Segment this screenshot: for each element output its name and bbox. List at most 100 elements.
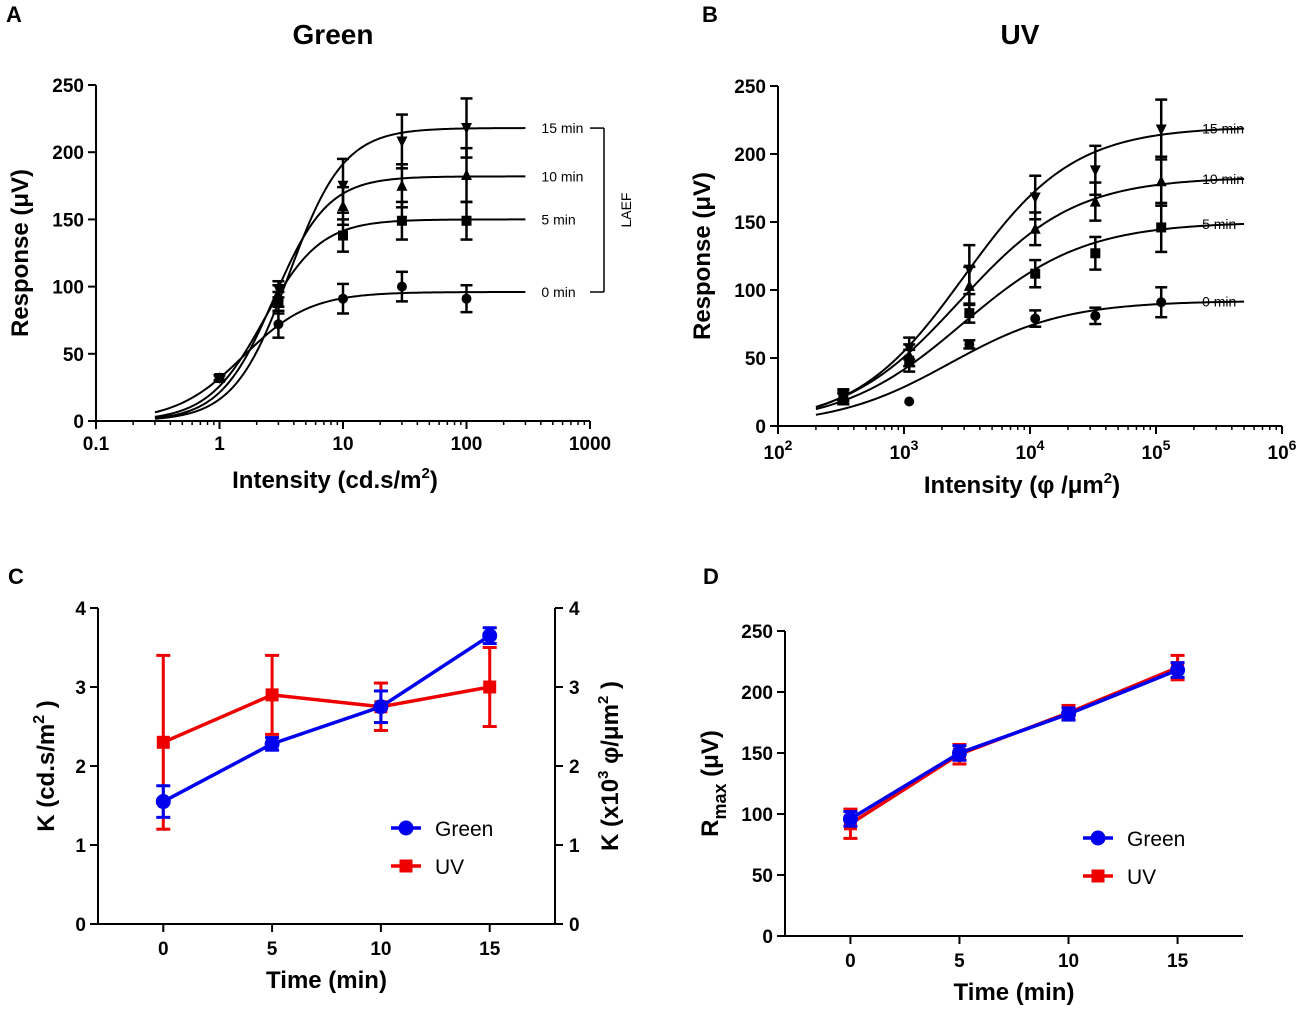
series-5-min: 5 min [815,201,1245,411]
chart-d-rmax-vs-time: 0 50 100 150 200 250 0 5 10 15 Time (min) Green UV Rm… [697,622,1243,1006]
series-UV [843,653,1185,840]
y-tick-label: 0 [762,927,773,948]
y-tick-label: 0 [75,915,86,936]
data-point [264,736,280,752]
curve-label: 15 min [541,120,583,136]
chart-a-intensity-response-green: Green 0 50 100 150 200 250 0.1 1 10 100 1000 Intensi… [7,19,634,494]
data-point [964,308,975,319]
x-axis-label: Time (min) [954,979,1075,1006]
series-5-min: 5 min [154,200,576,418]
legend-item-UV: UV [1083,866,1156,889]
series-line [162,685,491,744]
series-15-min: 15 min [815,98,1245,409]
curve-label: 10 min [541,168,583,184]
y-tick-label: 200 [52,143,84,164]
y-tick-label: 200 [741,683,773,704]
data-point [156,735,170,749]
data-point [1155,124,1167,136]
y-tick-label: 50 [745,349,766,370]
x-tick-label: 1000 [569,434,611,455]
data-point [904,396,915,407]
y-tick-label: 250 [734,77,766,98]
legend-item-Green: Green [391,818,493,841]
curve-label: 0 min [541,284,575,300]
y-tick-label: 150 [734,213,766,234]
data-point [214,372,225,384]
curve-label: 10 min [1202,171,1244,187]
x-tick-label: 0 [158,939,169,960]
legend-marker [398,820,414,836]
x-tick-label: 15 [479,939,501,960]
data-point [272,284,284,296]
y-tick-label: 2 [75,757,86,778]
fit-curve [815,222,1245,411]
data-point [964,339,975,350]
legend-label: UV [435,856,464,879]
data-point [1156,297,1167,308]
y-axis-label-right: K (x103 φ/μm2 ) [595,681,624,851]
curve-label: 5 min [541,211,575,227]
data-point [155,794,171,810]
y-tick-label: 250 [741,622,773,643]
data-point [396,281,407,292]
data-point [1061,706,1077,722]
legend-marker [1090,830,1106,846]
series-line [162,634,491,804]
x-tick-label: 0 [845,951,856,972]
panel-label-a: A [6,2,22,27]
chart-b-intensity-response-uv: UV 0 50 100 150 200 250 102 103 104 105 106 Intensit… [689,19,1297,499]
curve-label: 15 min [1202,121,1244,137]
data-point [461,169,472,181]
data-point [1090,248,1101,259]
chart-title: UV [1001,19,1040,50]
data-point [373,699,389,715]
series-15-min: 15 min [154,97,583,420]
x-tick-label: 1 [214,434,225,455]
y-tick-label: 100 [734,281,766,302]
x-tick-label: 10 [370,939,391,960]
series-Green [155,626,498,819]
y-tick-label: 0 [755,417,766,438]
x-tick-label: 5 [954,951,965,972]
data-point [837,389,849,401]
legend-marker [399,859,413,873]
data-point [483,680,497,694]
legend-item-Green: Green [1083,828,1185,851]
chart-c-k-vs-time: 0 0 1 1 2 2 3 3 4 4 0 5 10 15 Time (min) Green UV K (cd.s… [31,599,624,994]
legend-label: Green [435,818,493,841]
data-point [1029,192,1041,204]
y-axis-label-left: K (cd.s/m2 ) [31,700,60,832]
data-point [273,319,284,330]
chart-title: Green [293,19,374,50]
data-point [396,215,407,226]
data-point [1089,165,1101,177]
x-tick-label: 0.1 [83,434,110,455]
curve-label: 5 min [1202,216,1236,232]
y-tick-label: 100 [52,278,84,299]
data-point [1090,310,1101,321]
legend-label: Green [1127,828,1185,851]
data-point [482,628,498,644]
y-tick-label: 4 [75,599,86,620]
y-axis-label: Response (μV) [689,172,716,340]
data-point [338,293,348,304]
laef-label: LAEF [618,193,634,228]
data-point [1089,195,1101,207]
y-right-tick-label: 1 [569,836,580,857]
fit-curve [815,300,1245,416]
series-Green [842,661,1186,828]
x-tick-label: 100 [451,434,483,455]
y-tick-label: 250 [52,76,84,97]
legend-marker [1091,869,1105,883]
panel-label-d: D [703,564,719,589]
y-right-tick-label: 4 [569,599,580,620]
y-axis-label: Response (μV) [7,169,34,337]
panel-label-c: C [8,564,24,589]
y-tick-label: 100 [741,805,773,826]
laef-bracket [590,127,605,293]
data-point [461,123,472,135]
x-tick-label: 102 [764,437,793,464]
data-point [1029,222,1041,234]
series-line [849,668,1179,821]
x-axis-label: Intensity (φ /μm2) [924,470,1120,499]
